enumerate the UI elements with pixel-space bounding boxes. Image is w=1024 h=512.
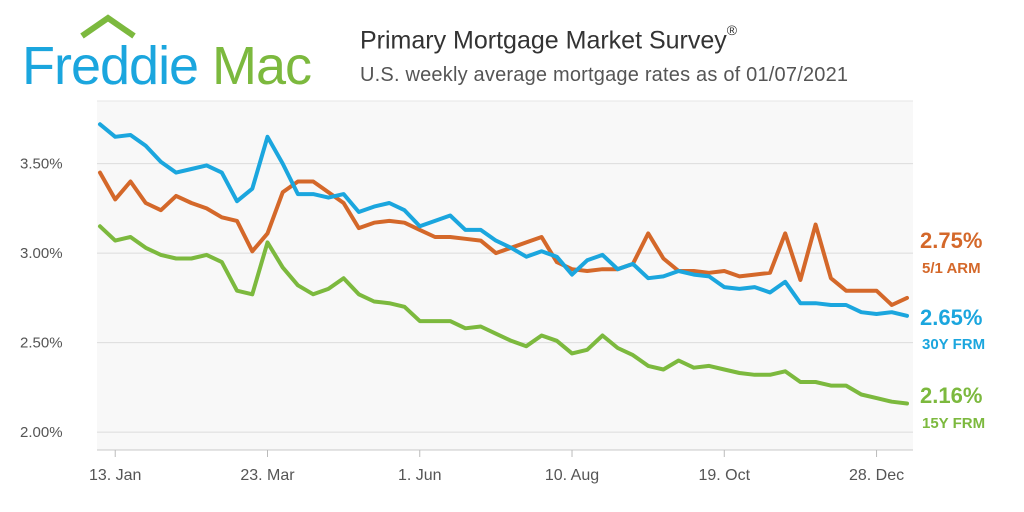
y-tick-label: 3.50% [20,156,63,173]
x-tick-label: 13. Jan [89,467,141,484]
chart-subtitle: U.S. weekly average mortgage rates as of… [360,64,849,86]
registered-mark: ® [726,22,738,38]
end-value-frm30: 2.65% [920,305,982,330]
end-value-arm: 2.75% [920,228,982,253]
series-name-arm: 5/1 ARM [922,260,981,277]
freddie-mac-logo: Freddie Mac [22,14,312,90]
series-line-arm [98,170,909,307]
logo-text-freddie: Freddie [22,36,198,90]
y-tick-label: 3.00% [20,245,63,262]
y-tick-label: 2.00% [20,424,63,441]
end-value-frm15: 2.16% [920,383,982,408]
x-tick-label: 23. Mar [240,467,295,484]
logo-text-mac: Mac [212,36,311,90]
series-line-frm15 [98,224,909,406]
series-name-frm30: 30Y FRM [922,336,985,353]
x-tick-label: 1. Jun [398,467,442,484]
y-tick-label: 2.50% [20,335,63,352]
x-tick-label: 19. Oct [698,467,750,484]
house-roof-icon [80,14,136,39]
x-tick-label: 28. Dec [849,467,904,484]
series-name-frm15: 15Y FRM [922,415,985,432]
chart-title-text: Primary Mortgage Market Survey [360,26,727,55]
series-line-frm30 [98,122,909,318]
plot-area [97,101,913,450]
chart-title: Primary Mortgage Market Survey® [360,22,737,55]
x-tick-label: 10. Aug [545,467,599,484]
